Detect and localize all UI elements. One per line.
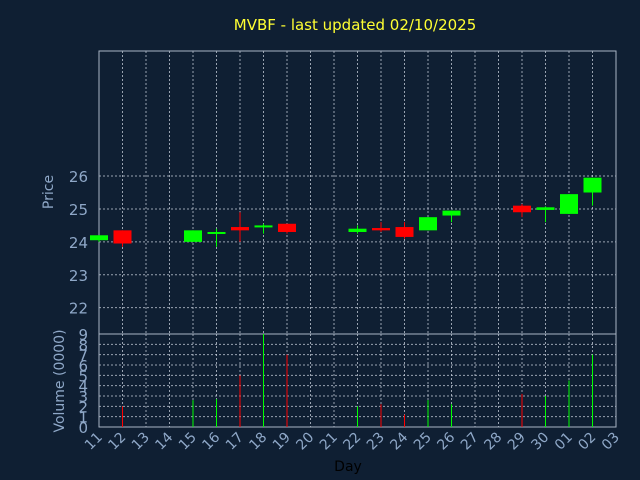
volume-axis-label: Volume (0000) xyxy=(52,329,68,432)
candle-body xyxy=(254,225,273,228)
candle-body xyxy=(184,230,202,242)
x-tick-label: 19 xyxy=(270,430,294,454)
candle-body xyxy=(372,228,390,231)
price-y-tick-label: 24 xyxy=(69,234,88,252)
candle-body xyxy=(583,177,602,193)
price-y-tick-label: 25 xyxy=(69,201,88,219)
x-tick-label: 27 xyxy=(458,430,482,454)
candle-body xyxy=(231,227,249,231)
volume-y-tick-label: 6 xyxy=(78,357,88,375)
x-tick-label: 13 xyxy=(129,430,153,454)
price-y-tick-labels: 22 23 24 25 26 xyxy=(69,168,88,318)
price-y-tick-label: 26 xyxy=(69,168,88,186)
price-axis-label: Price xyxy=(41,175,57,209)
candle-body xyxy=(442,210,461,216)
x-tick-label: 29 xyxy=(505,430,529,454)
candle-body xyxy=(395,227,414,237)
x-tick-label: 12 xyxy=(105,430,129,454)
x-tick-label: 26 xyxy=(434,429,458,453)
volume-y-tick-label: 2 xyxy=(78,398,88,416)
candle-body xyxy=(278,223,296,232)
x-tick-label: 20 xyxy=(293,430,317,454)
x-tick-label: 03 xyxy=(599,430,623,454)
volume-bars xyxy=(122,334,593,427)
price-y-tick-label: 23 xyxy=(69,267,88,285)
volume-y-tick-label: 9 xyxy=(78,326,88,344)
x-tick-label: 30 xyxy=(528,430,552,454)
volume-y-tick-label: 5 xyxy=(78,367,88,385)
volume-y-tick-label: 0 xyxy=(78,419,88,437)
candle-body xyxy=(207,231,226,234)
volume-y-tick-label: 3 xyxy=(78,388,88,406)
chart-title: MVBF - last updated 02/10/2025 xyxy=(234,16,477,34)
x-tick-label: 25 xyxy=(411,430,435,454)
volume-y-tick-label: 8 xyxy=(78,336,88,354)
price-candles xyxy=(90,177,602,247)
x-tick-label: 15 xyxy=(176,430,200,454)
x-tick-label: 22 xyxy=(340,430,364,454)
price-y-tick-label: 22 xyxy=(69,300,88,318)
x-tick-labels: 11 12 13 14 15 16 17 18 19 20 21 22 23 24 25 26 27 28 29 30… xyxy=(82,429,623,453)
volume-y-tick-label: 4 xyxy=(78,378,88,396)
candle-body xyxy=(90,235,108,241)
candle-body xyxy=(113,230,132,244)
x-tick-label: 02 xyxy=(575,430,599,454)
x-tick-label: 21 xyxy=(317,430,341,454)
x-tick-label: 16 xyxy=(199,429,223,453)
candle-body xyxy=(513,205,531,213)
x-tick-label: 18 xyxy=(246,430,270,454)
x-tick-label: 28 xyxy=(481,430,505,454)
price-gridlines xyxy=(98,51,617,334)
x-axis-label: Day xyxy=(334,459,362,475)
candle-body xyxy=(419,217,437,231)
x-tick-label: 17 xyxy=(223,430,247,454)
candle-body xyxy=(348,228,367,232)
x-tick-label: 23 xyxy=(364,430,388,454)
volume-y-tick-label: 1 xyxy=(78,409,88,427)
x-tick-label: 14 xyxy=(152,429,176,453)
candle-body xyxy=(560,194,578,214)
x-tick-label: 01 xyxy=(552,430,576,454)
x-tick-label: 24 xyxy=(387,429,411,453)
volume-y-tick-label: 7 xyxy=(78,347,88,365)
candle-body xyxy=(536,207,555,210)
